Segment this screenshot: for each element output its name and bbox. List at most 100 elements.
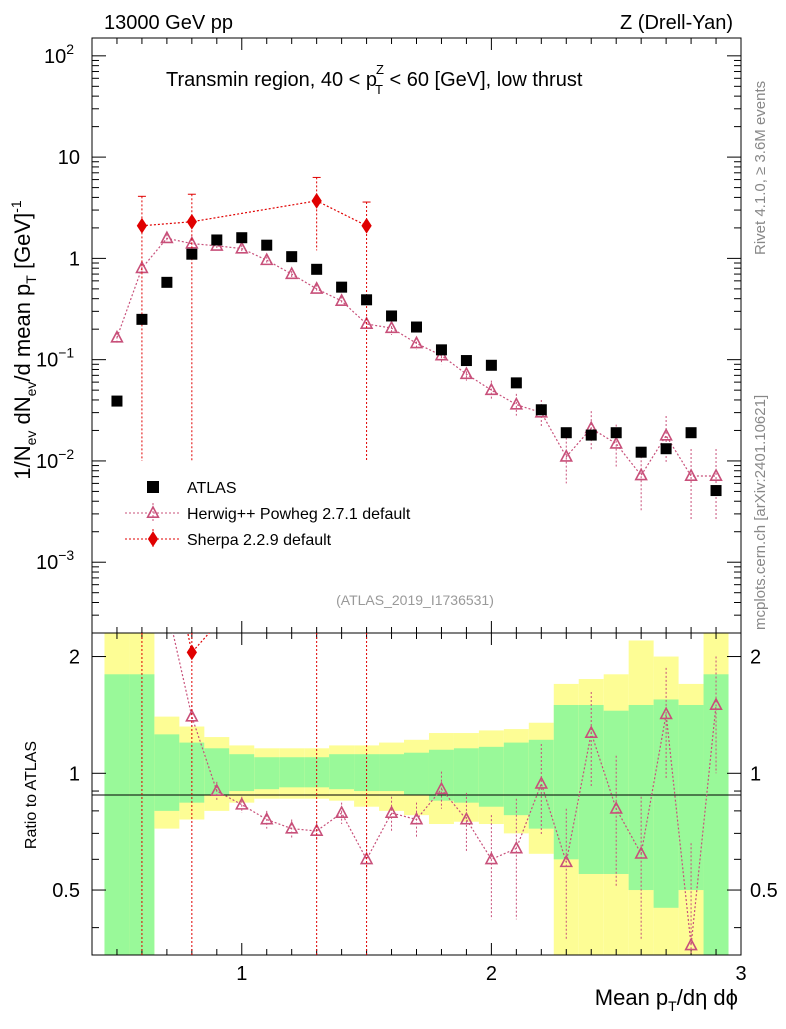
herwig-point <box>334 293 349 306</box>
herwig-point <box>384 320 399 334</box>
herwig-ratio-point <box>210 783 224 797</box>
legend-marker-herwig <box>146 505 160 519</box>
herwig-point <box>684 468 698 481</box>
y-tick-label-ratio-right: 1 <box>750 763 761 785</box>
y-tick-label-ratio: 0.5 <box>52 880 80 902</box>
herwig-ratio-point <box>634 846 648 859</box>
herwig-ratio-point <box>260 811 274 825</box>
ratio-band-inner <box>329 754 355 790</box>
sherpa-point <box>136 217 148 234</box>
herwig-point <box>509 396 524 410</box>
herwig-line <box>116 237 717 477</box>
ratio-band-inner <box>154 734 180 811</box>
ratio-band-inner <box>354 754 380 792</box>
atlas-point <box>585 429 597 441</box>
legend-marker-sherpa <box>147 531 159 547</box>
herwig-ratio-point <box>534 776 549 789</box>
y-tick-label-ratio: 1 <box>69 763 80 785</box>
atlas-point <box>660 443 672 455</box>
sherpa-point <box>186 213 197 230</box>
herwig-ratio-point <box>559 854 573 868</box>
atlas-point <box>411 321 422 333</box>
ratio-band-inner <box>279 757 305 788</box>
herwig-point <box>484 382 499 396</box>
ratio-band-inner <box>254 757 280 790</box>
atlas-point <box>136 313 148 325</box>
y-tick-label-ratio: 2 <box>69 647 80 669</box>
herwig-ratio-point <box>459 811 474 825</box>
herwig-point <box>609 435 623 449</box>
y-tick-label-ratio-right: 0.5 <box>750 880 778 902</box>
plot-title-sub: T <box>375 82 383 97</box>
y-axis-label-main: 1/Nev dNev/d mean pT [GeV]-1 <box>8 200 39 480</box>
ratio-band-inner <box>703 674 729 955</box>
atlas-point <box>535 404 547 416</box>
plot-title: Transmin region, 40 < pTZ < 60 [GeV], lo… <box>166 62 583 97</box>
legend-label: ATLAS <box>187 480 237 497</box>
sherpa-point <box>361 217 372 234</box>
ratio-band-inner <box>379 754 405 792</box>
atlas-point <box>710 485 722 497</box>
atlas-point <box>111 395 123 407</box>
y-tick-label-main: 102 <box>44 41 74 68</box>
herwig-point <box>634 467 648 481</box>
ratio-band-inner <box>104 674 130 955</box>
ratio-band-inner <box>404 752 429 795</box>
herwig-ratio-point <box>709 697 723 710</box>
side-text-mcplots: mcplots.cern.ch [arXiv:2401.10621] <box>752 395 769 630</box>
x-tick-label: 3 <box>735 963 746 985</box>
herwig-point <box>309 281 324 294</box>
herwig-ratio-point <box>137 571 148 581</box>
y-tick-label-main: 10−3 <box>36 547 74 574</box>
legend-marker-atlas <box>147 481 159 493</box>
x-tick-label: 2 <box>486 963 497 985</box>
herwig-point <box>459 366 474 380</box>
herwig-ratio-point <box>309 823 324 836</box>
legend-label: Herwig++ Powheg 2.7.1 default <box>187 506 411 523</box>
atlas-point <box>435 344 447 356</box>
ratio-plot-data <box>137 482 723 955</box>
plot-title-part-a: Transmin region, 40 < p <box>166 69 377 91</box>
herwig-ratio-point <box>235 796 249 810</box>
analysis-watermark: (ATLAS_2019_I1736531) <box>336 592 494 608</box>
ratio-band-inner <box>229 754 255 792</box>
herwig-ratio-point <box>659 706 673 720</box>
herwig-point <box>160 230 174 244</box>
atlas-point <box>236 232 248 244</box>
sherpa-line <box>141 200 367 227</box>
herwig-ratio-point <box>684 937 698 951</box>
atlas-point <box>560 427 572 439</box>
herwig-point <box>359 316 374 329</box>
sherpa-ratio-point <box>362 482 371 496</box>
x-axis-label: Mean pT/dη dϕ <box>595 985 738 1014</box>
herwig-point <box>559 449 573 462</box>
herwig-point <box>659 427 673 441</box>
herwig-ratio-point <box>185 708 199 722</box>
atlas-point <box>685 427 697 439</box>
atlas-point <box>336 281 348 293</box>
herwig-point <box>110 329 124 343</box>
herwig-ratio-point <box>609 801 623 814</box>
atlas-point <box>610 427 622 439</box>
atlas-point <box>186 248 198 260</box>
x-tick-label: 1 <box>236 963 247 985</box>
atlas-point <box>361 294 373 306</box>
herwig-ratio-point <box>284 820 299 834</box>
herwig-ratio-point <box>359 851 374 865</box>
herwig-ratio-point <box>334 805 349 818</box>
ratio-band-inner <box>478 746 504 807</box>
y-axis-label-ratio: Ratio to ATLAS <box>23 741 40 849</box>
side-text-rivet: Rivet 4.1.0, ≥ 3.6M events <box>752 81 769 255</box>
y-tick-label-main: 10−1 <box>36 345 74 372</box>
herwig-point <box>235 240 249 254</box>
y-tick-label-main: 10 <box>58 147 80 169</box>
atlas-point <box>510 377 522 389</box>
herwig-point <box>260 252 274 266</box>
y-tick-label-ratio-right: 2 <box>750 647 761 669</box>
ratio-band-inner <box>653 699 679 908</box>
atlas-point <box>460 355 472 367</box>
atlas-point <box>311 263 323 275</box>
herwig-ratio-point <box>509 840 524 854</box>
atlas-point <box>211 234 223 246</box>
